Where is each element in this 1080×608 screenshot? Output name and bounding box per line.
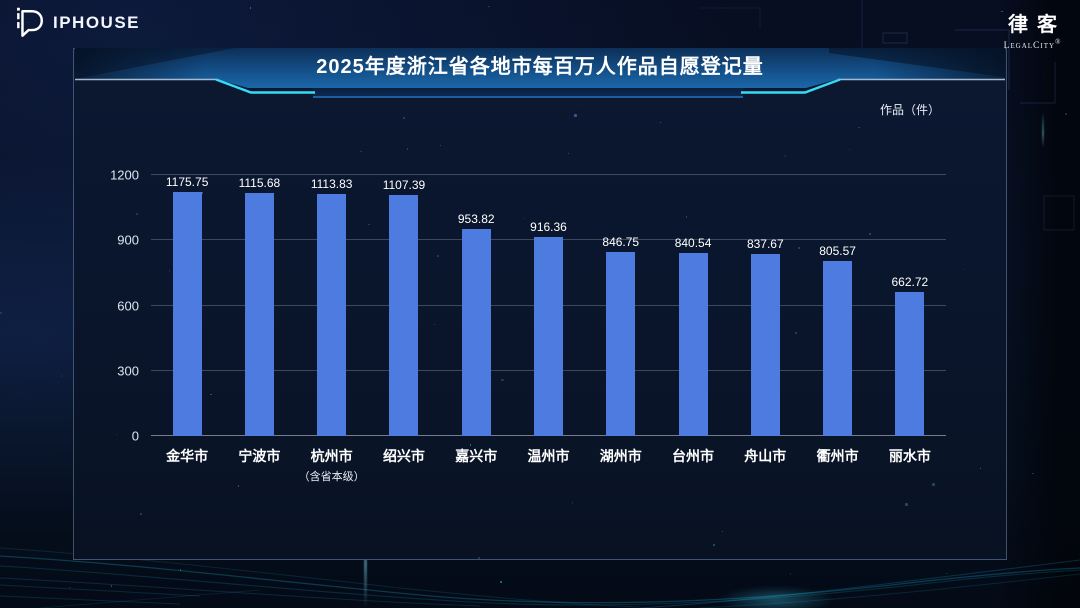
bar[interactable] (750, 253, 780, 436)
x-axis-label-slot: 衢州市 (801, 446, 873, 466)
chart-panel: 2025年度浙江省各地市每百万人作品自愿登记量 作品（件） 0 300 600 900… (73, 48, 1007, 560)
y-axis-tick: 900 (117, 232, 139, 248)
y-axis-tick: 600 (117, 298, 139, 313)
iphouse-logo: IPHOUSE (14, 6, 140, 40)
bar-slot: 953.82 (440, 175, 512, 436)
x-axis-label: 嘉兴市 (455, 448, 498, 464)
bar-slot: 840.54 (657, 175, 729, 436)
bar[interactable] (389, 195, 419, 436)
banner-notch-strip (313, 88, 743, 98)
x-axis-labels: 金华市 宁波市 杭州市 （含省本级） 绍兴市 嘉兴市 温州市 湖州市 台州市 舟山市 衢州市 丽水市 (151, 446, 946, 496)
x-axis-label-slot: 金华市 (151, 446, 223, 466)
value-label: 840.54 (674, 236, 712, 251)
value-label: 916.36 (530, 219, 567, 234)
bar-slot: 1175.75 (151, 175, 223, 436)
bar-slot: 1115.68 (223, 175, 295, 436)
bar-slot: 916.36 (512, 175, 584, 436)
x-axis-sublabel: （含省本级） (298, 471, 365, 483)
x-axis-label: 杭州市 (310, 448, 353, 464)
bar[interactable] (533, 236, 563, 436)
value-label: 1107.39 (382, 178, 426, 193)
bar-slot: 837.67 (729, 175, 801, 436)
banner-accent-lines (75, 78, 1005, 94)
legalcity-logo: 律客 LegalCity® (999, 8, 1066, 51)
bar-slot: 662.72 (874, 175, 946, 436)
value-label: 846.75 (602, 234, 640, 249)
value-label: 1175.75 (165, 175, 209, 189)
x-axis-label: 绍兴市 (382, 448, 425, 464)
bar[interactable] (461, 228, 491, 436)
value-label: 1113.83 (310, 176, 353, 191)
bar[interactable] (317, 193, 347, 436)
x-axis-label: 衢州市 (816, 448, 859, 464)
x-axis-label-slot: 绍兴市 (368, 446, 440, 466)
y-axis-tick: 1200 (110, 167, 139, 183)
x-axis-label-slot: 台州市 (657, 446, 729, 466)
bar[interactable] (823, 260, 853, 436)
iphouse-logo-text: IPHOUSE (53, 13, 141, 32)
bar[interactable] (606, 251, 636, 436)
x-axis-label-slot: 丽水市 (874, 446, 946, 466)
legalcity-logo-en-text: LegalCity (1003, 41, 1056, 52)
chart-title: 2025年度浙江省各地市每百万人作品自愿登记量 (316, 56, 764, 78)
bar[interactable] (678, 253, 708, 436)
x-axis-label-slot: 宁波市 (223, 446, 295, 466)
value-label: 837.67 (746, 236, 784, 251)
x-axis-label: 温州市 (527, 448, 570, 464)
bar[interactable] (244, 193, 274, 436)
x-axis-label-slot: 舟山市 (729, 446, 801, 466)
bottom-glow (716, 586, 836, 608)
bar-slot: 846.75 (585, 175, 657, 436)
value-label: 805.57 (819, 243, 856, 258)
unit-label: 作品（件） (879, 103, 940, 117)
light-beam (1042, 112, 1044, 148)
x-axis-label: 金华市 (166, 448, 209, 464)
gridline (151, 174, 946, 175)
value-label: 953.82 (457, 211, 495, 226)
iphouse-bubble-icon (17, 7, 43, 37)
registered-mark: ® (1055, 38, 1062, 46)
bar-slot: 1113.83 (296, 175, 368, 436)
x-axis-label: 丽水市 (888, 448, 931, 464)
y-axis-tick: 0 (131, 428, 139, 444)
bar-slot: 1107.39 (368, 175, 440, 436)
value-label: 662.72 (891, 274, 929, 289)
x-axis-label: 台州市 (672, 448, 715, 464)
x-axis-label-slot: 杭州市 （含省本级） (296, 446, 368, 484)
x-axis-label: 舟山市 (744, 448, 787, 464)
x-axis-label-slot: 湖州市 (585, 446, 657, 466)
legalcity-logo-cn: 律客 (1008, 14, 1066, 36)
title-banner: 2025年度浙江省各地市每百万人作品自愿登记量 (75, 48, 1005, 100)
legalcity-logo-en: LegalCity® (999, 38, 1066, 51)
bar[interactable] (895, 291, 925, 436)
x-axis-label: 湖州市 (599, 448, 642, 464)
value-label: 1115.68 (238, 176, 281, 191)
plot-area: 0 300 600 900 1200 1175.75 1115.68 1113.83 1107.… (110, 168, 946, 444)
y-axis-tick: 300 (117, 363, 139, 379)
bar-slot: 805.57 (801, 175, 873, 436)
bar[interactable] (172, 192, 202, 436)
x-axis-label-slot: 嘉兴市 (440, 446, 512, 466)
x-axis-label-slot: 温州市 (512, 446, 584, 466)
x-axis-label: 宁波市 (238, 448, 281, 464)
